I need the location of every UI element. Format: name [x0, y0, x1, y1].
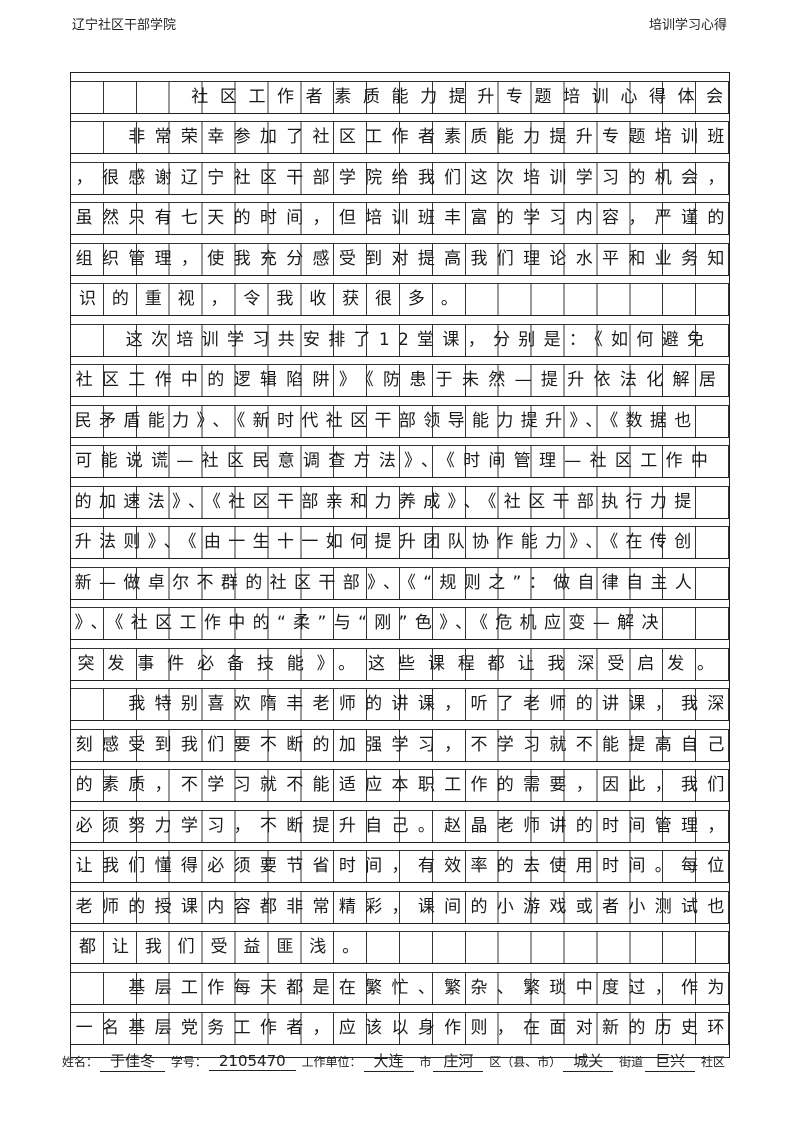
text-line-row: 》、《社区工作中的“柔”与“刚”色》、《危机应变—解决 [71, 600, 729, 640]
street-value: 城关 [563, 1050, 614, 1072]
text-line: 社区工作中的逻辑陷阱》《防患于未然—提升依法化解居 [75, 370, 726, 390]
grid-cells: 可能说谎—社区民意调查方法》、《时间管理—社区工作中 [71, 445, 729, 478]
text-line-row: 突发事件必备技能》。这些课程都让我深受启发。 [71, 640, 729, 681]
grid-cells: 都让我们受益匪浅。 [71, 931, 729, 964]
grid-cells: 升法则》、《由一生十一如何提升团队协作能力》、《在传创 [71, 526, 729, 559]
grid-cells: 社区工作中的逻辑陷阱》《防患于未然—提升依法化解居 [71, 364, 729, 397]
text-line-row: 基层工作每天都是在繁忙、繁杂、繁琐中度过，作为 [71, 964, 729, 1005]
grid-cells: 组织管理，使我充分感受到对提高我们理论水平和业务知 [71, 242, 729, 276]
text-line-row: 民矛盾能力》、《新时代社区干部领导能力提升》、《数据也 [71, 397, 729, 438]
grid-cells: 刻感受到我们要不断的加强学习，不学习就不能提高自己 [71, 728, 729, 762]
grid-cells: 识的重视，令我收获很多。 [71, 283, 729, 316]
text-line: ，很感谢辽宁社区干部学院给我们这次培训学习的机会， [75, 167, 729, 188]
student-info-footer: 姓名： 于佳冬 学号： 2105470 工作单位： 大连 市庄河 区（县、市） 城关 街… [62, 1050, 725, 1072]
text-line: 都让我们受益匪浅。 [78, 937, 376, 957]
city-value: 大连 [363, 1050, 414, 1072]
text-line: 我特别喜欢隋丰老师的讲课，听了老师的讲课，我深 [75, 694, 729, 714]
text-line: 突发事件必备技能》。这些课程都让我深受启发。 [77, 653, 727, 674]
text-line: 的素质，不学习就不能适应本职工作的需要，因此，我们 [75, 775, 729, 795]
grid-cells: 非常荣幸参加了社区工作者素质能力提升专题培训班 [71, 121, 729, 154]
grid-cells: 必须努力学习，不断提升自己。赵晶老师讲的时间管理， [71, 809, 729, 843]
grid-cells: 基层工作每天都是在繁忙、繁杂、繁琐中度过，作为 [71, 971, 729, 1005]
grid-cells: 》、《社区工作中的“柔”与“刚”色》、《危机应变—解决 [71, 607, 729, 640]
id-label: 学号： [170, 1055, 207, 1069]
text-line-row: 虽然只有七天的时间，但培训班丰富的学习内容，严谨的 [71, 195, 729, 235]
grid-cells: 突发事件必备技能》。这些课程都让我深受启发。 [71, 647, 729, 681]
text-line: 基层工作每天都是在繁忙、繁杂、繁琐中度过，作为 [75, 977, 729, 998]
text-line: 这次培训学习共安排了12堂课，分别是：《如何避免 [75, 329, 713, 350]
text-line-row: 必须努力学习，不断提升自己。赵晶老师讲的时间管理， [71, 802, 729, 843]
text-line-row: 社区工作中的逻辑陷阱》《防患于未然—提升依法化解居 [71, 357, 729, 397]
text-line-row: 社区工作者素质能力提升专题培训心得体会 [71, 73, 729, 114]
name-label: 姓名： [62, 1055, 99, 1069]
grid-cells: ，很感谢辽宁社区干部学院给我们这次培训学习的机会， [71, 161, 729, 195]
text-line-row: 的加速法》、《社区干部亲和力养成》、《社区干部执行力提 [71, 478, 729, 519]
text-line: 识的重视，令我收获很多。 [78, 289, 474, 309]
text-line-row: 可能说谎—社区民意调查方法》、《时间管理—社区工作中 [71, 438, 729, 478]
text-line: 必须努力学习，不断提升自己。赵晶老师讲的时间管理， [75, 815, 729, 836]
text-line: 升法则》、《由一生十一如何提升团队协作能力》、《在传创 [74, 532, 699, 552]
text-line: 社区工作者素质能力提升专题培训心得体会 [76, 86, 729, 107]
unit-label: 工作单位： [301, 1055, 362, 1069]
text-line: 组织管理，使我充分感受到对提高我们理论水平和业务知 [75, 248, 729, 269]
grid-cells: 民矛盾能力》、《新时代社区干部领导能力提升》、《数据也 [71, 404, 729, 438]
text-line-row: 识的重视，令我收获很多。 [71, 276, 729, 316]
community-suffix: 社区 [700, 1055, 725, 1069]
text-line-row: 让我们懂得必须要节省时间，有效率的去使用时间。每位 [71, 843, 729, 883]
text-line-row: 刻感受到我们要不断的加强学习，不学习就不能提高自己 [71, 721, 729, 762]
grid-cells: 让我们懂得必须要节省时间，有效率的去使用时间。每位 [71, 850, 729, 883]
institution-header: 辽宁社区干部学院 [72, 18, 177, 33]
text-line-row: 老师的授课内容都非常精彩，课间的小游戏或者小测试也 [71, 883, 729, 924]
grid-cells: 新—做卓尔不群的社区干部》、《“规则之”：做自律自主人 [71, 566, 729, 600]
manuscript-grid: 社区工作者素质能力提升专题培训心得体会 非常荣幸参加了社区工作者素质能力提升专题… [70, 72, 730, 1058]
text-line: 老师的授课内容都非常精彩，课间的小游戏或者小测试也 [75, 896, 729, 917]
grid-cells: 虽然只有七天的时间，但培训班丰富的学习内容，严谨的 [71, 202, 729, 235]
text-line-row: 一名基层党务工作者，应该以身作则，在面对新的历史环 [71, 1005, 729, 1045]
text-line-row: 组织管理，使我充分感受到对提高我们理论水平和业务知 [71, 235, 729, 276]
text-line: 民矛盾能力》、《新时代社区干部领导能力提升》、《数据也 [74, 410, 699, 431]
street-suffix: 街道 [619, 1055, 644, 1069]
community-value: 巨兴 [645, 1050, 696, 1072]
district-value: 庄河 [433, 1050, 484, 1072]
text-line-row: 升法则》、《由一生十一如何提升团队协作能力》、《在传创 [71, 519, 729, 559]
text-line-row: 都让我们受益匪浅。 [71, 924, 729, 964]
name-value: 于佳冬 [100, 1050, 166, 1072]
id-value: 2105470 [208, 1052, 296, 1071]
text-line-row: 的素质，不学习就不能适应本职工作的需要，因此，我们 [71, 762, 729, 802]
grid-cells: 的加速法》、《社区干部亲和力养成》、《社区干部执行力提 [71, 485, 729, 519]
text-line-row: ，很感谢辽宁社区干部学院给我们这次培训学习的机会， [71, 154, 729, 195]
text-line-row: 新—做卓尔不群的社区干部》、《“规则之”：做自律自主人 [71, 559, 729, 600]
text-line-row: 我特别喜欢隋丰老师的讲课，听了老师的讲课，我深 [71, 681, 729, 721]
text-line: 让我们懂得必须要节省时间，有效率的去使用时间。每位 [75, 856, 729, 876]
text-line: 新—做卓尔不群的社区干部》、《“规则之”：做自律自主人 [74, 572, 700, 593]
text-line-row: 非常荣幸参加了社区工作者素质能力提升专题培训班 [71, 114, 729, 154]
grid-cells: 我特别喜欢隋丰老师的讲课，听了老师的讲课，我深 [71, 688, 729, 721]
document-type-header: 培训学习心得 [648, 18, 727, 33]
grid-cells: 的素质，不学习就不能适应本职工作的需要，因此，我们 [71, 769, 729, 802]
district-suffix: 区（县、市） [489, 1055, 562, 1069]
text-line: 虽然只有七天的时间，但培训班丰富的学习内容，严谨的 [75, 208, 729, 228]
grid-cells: 老师的授课内容都非常精彩，课间的小游戏或者小测试也 [71, 890, 729, 924]
text-line: 刻感受到我们要不断的加强学习，不学习就不能提高自己 [75, 734, 729, 755]
grid-cells: 社区工作者素质能力提升专题培训心得体会 [71, 80, 729, 114]
grid-cells: 这次培训学习共安排了12堂课，分别是：《如何避免 [71, 323, 729, 357]
text-line: 可能说谎—社区民意调查方法》、《时间管理—社区工作中 [75, 451, 717, 471]
text-line: 非常荣幸参加了社区工作者素质能力提升专题培训班 [75, 127, 729, 147]
text-line: 的加速法》、《社区干部亲和力养成》、《社区干部执行力提 [74, 491, 699, 512]
city-suffix: 市 [419, 1055, 432, 1069]
text-line-row: 这次培训学习共安排了12堂课，分别是：《如何避免 [71, 316, 729, 357]
text-line: 一名基层党务工作者，应该以身作则，在面对新的历史环 [75, 1018, 729, 1038]
text-line: 》、《社区工作中的“柔”与“刚”色》、《危机应变—解决 [74, 613, 666, 633]
grid-cells: 一名基层党务工作者，应该以身作则，在面对新的历史环 [71, 1012, 729, 1045]
